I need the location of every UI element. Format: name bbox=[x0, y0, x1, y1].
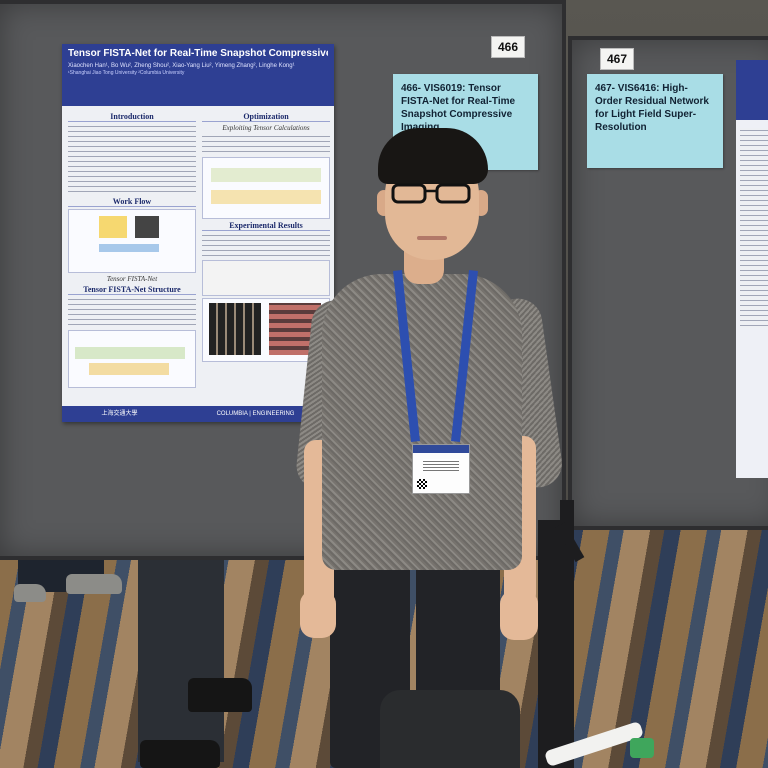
footer-left-logo: 上海交通大學 bbox=[101, 411, 138, 417]
background-shoe bbox=[188, 678, 252, 712]
section-optimization: Optimization bbox=[202, 112, 330, 122]
figure-caption: Tensor FISTA-Net bbox=[106, 275, 158, 283]
board-number-right: 467 bbox=[600, 48, 634, 70]
workflow-figure bbox=[68, 209, 196, 273]
right-hand bbox=[500, 590, 538, 640]
sticky-note-right: 467- VIS6416: High-Order Residual Networ… bbox=[587, 74, 723, 168]
board-stand bbox=[560, 500, 574, 768]
mouth bbox=[417, 236, 447, 240]
water-bottle bbox=[630, 738, 654, 758]
section-optimization-subtitle: Exploiting Tensor Calculations bbox=[222, 124, 310, 132]
background-shoe bbox=[140, 740, 220, 768]
poster-title: Tensor FISTA-Net for Real-Time Snapshot … bbox=[68, 48, 328, 59]
results-table bbox=[202, 260, 330, 296]
background-shoe bbox=[66, 574, 122, 594]
footer-right-logo: COLUMBIA | ENGINEERING bbox=[216, 411, 295, 417]
background-person-legs bbox=[138, 552, 224, 762]
tensor-figure bbox=[202, 157, 330, 219]
left-hand bbox=[300, 590, 336, 638]
poster-affiliations: ¹Shanghai Jiao Tong University ²Columbia… bbox=[68, 70, 185, 76]
background-shoe bbox=[14, 584, 46, 602]
poster-header: Tensor FISTA-Net for Real-Time Snapshot … bbox=[62, 44, 334, 106]
glasses-icon bbox=[391, 183, 471, 204]
structure-figure bbox=[68, 330, 196, 388]
section-structure: Tensor FISTA-Net Structure bbox=[68, 285, 196, 295]
backpack bbox=[380, 690, 520, 768]
section-introduction: Introduction bbox=[68, 112, 196, 122]
hair bbox=[378, 128, 488, 184]
poster-right-column: Optimization Exploiting Tensor Calculati… bbox=[202, 110, 330, 364]
section-experimental: Experimental Results bbox=[202, 221, 330, 231]
poster-authors: Xiaochen Han¹, Bo Wu², Zheng Shou², Xiao… bbox=[68, 63, 295, 69]
name-badge bbox=[412, 444, 470, 494]
adjacent-poster bbox=[736, 60, 768, 478]
board-stand bbox=[538, 520, 560, 768]
poster-footer: 上海交通大學 COLUMBIA | ENGINEERING bbox=[62, 406, 334, 422]
poster-left-column: Introduction Work Flow Tensor FISTA-Net … bbox=[68, 110, 196, 390]
section-work-flow: Work Flow bbox=[68, 197, 196, 207]
board-number-left: 466 bbox=[491, 36, 525, 58]
research-poster: Tensor FISTA-Net for Real-Time Snapshot … bbox=[62, 44, 334, 422]
gray-sweater bbox=[322, 274, 522, 570]
